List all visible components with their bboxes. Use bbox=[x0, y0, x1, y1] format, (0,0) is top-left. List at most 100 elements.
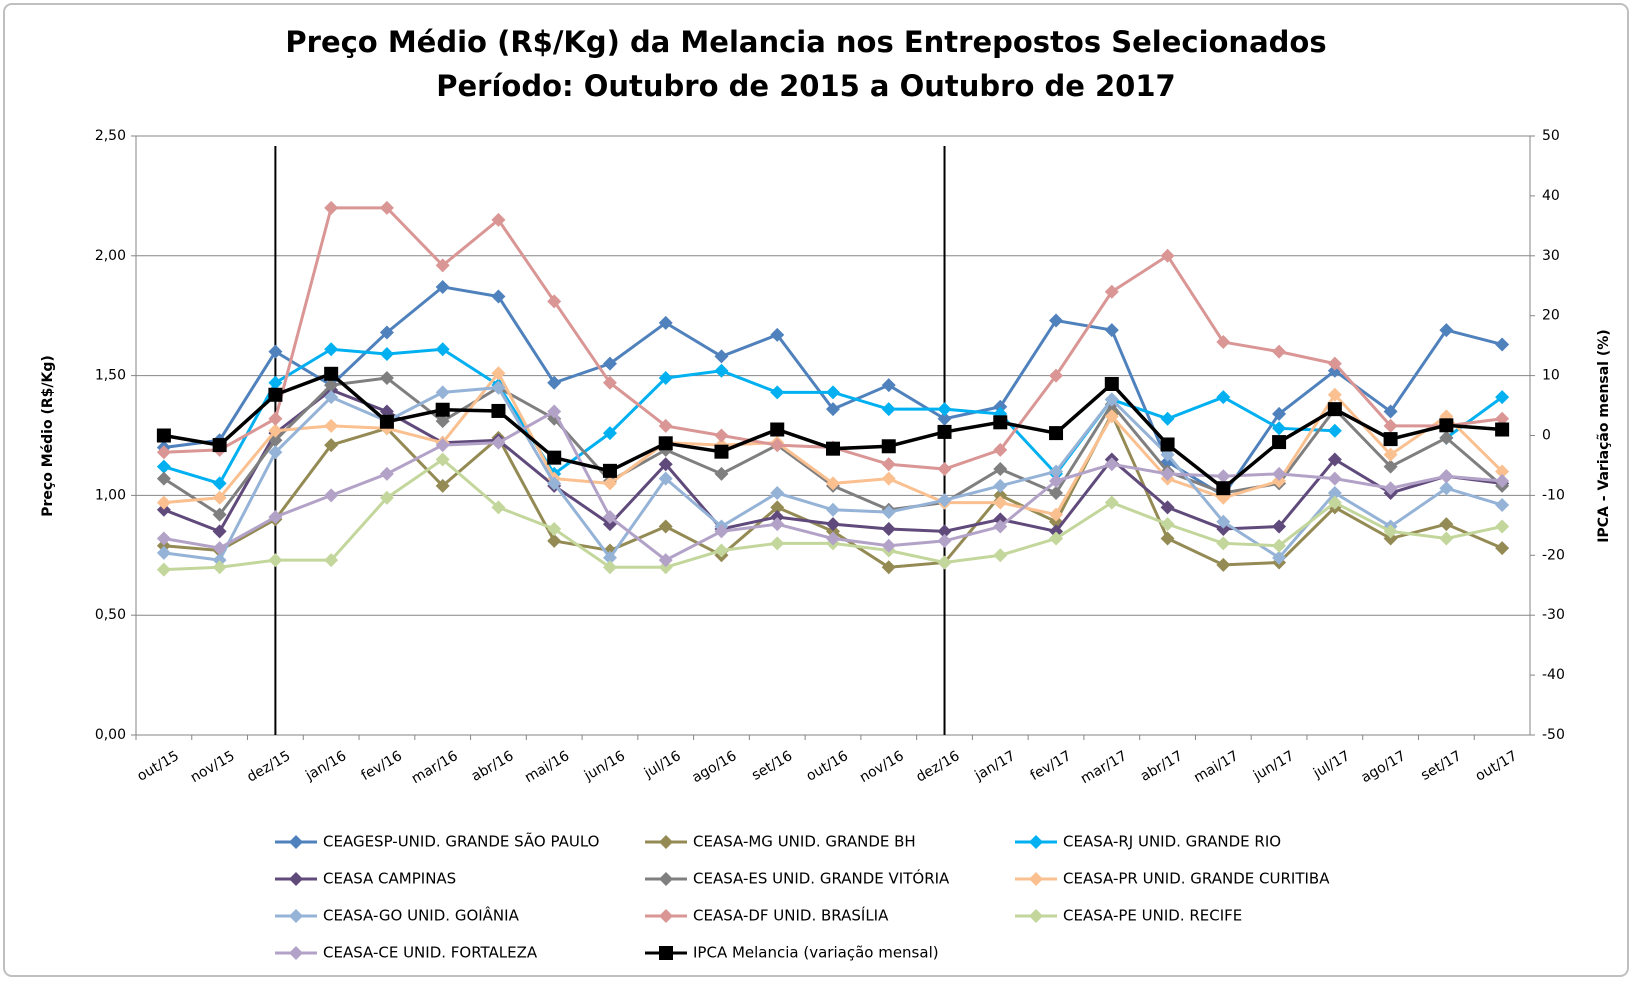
y2-tick-label: -50 bbox=[1542, 727, 1565, 743]
marker bbox=[1439, 430, 1454, 445]
marker bbox=[1104, 457, 1119, 472]
marker bbox=[1383, 404, 1398, 419]
marker bbox=[770, 422, 785, 437]
marker bbox=[658, 519, 673, 534]
legend-label: CEAGESP-UNID. GRANDE SÃO PAULO bbox=[323, 832, 599, 851]
marker bbox=[268, 509, 283, 524]
marker bbox=[881, 457, 896, 472]
marker bbox=[156, 562, 171, 577]
marker bbox=[324, 378, 339, 393]
marker bbox=[1383, 447, 1398, 462]
y2-tick-label: 0 bbox=[1542, 428, 1551, 444]
marker bbox=[491, 500, 506, 515]
legend-label: CEASA-DF UNID. BRASÍLIA bbox=[693, 906, 889, 925]
marker bbox=[379, 414, 394, 429]
marker bbox=[1216, 557, 1231, 572]
marker bbox=[1383, 432, 1398, 447]
marker bbox=[1495, 337, 1510, 352]
marker bbox=[1272, 435, 1287, 450]
marker bbox=[881, 505, 896, 520]
marker bbox=[881, 560, 896, 575]
marker bbox=[379, 466, 394, 481]
marker bbox=[324, 342, 339, 357]
marker bbox=[602, 476, 617, 491]
marker bbox=[1160, 500, 1175, 515]
marker bbox=[156, 459, 171, 474]
marker bbox=[826, 524, 840, 539]
marker bbox=[881, 471, 896, 486]
marker bbox=[1327, 471, 1342, 486]
y2-tick-label: -40 bbox=[1542, 667, 1565, 683]
marker bbox=[435, 414, 450, 429]
marker bbox=[1049, 531, 1064, 546]
marker bbox=[1104, 323, 1119, 338]
marker bbox=[826, 385, 840, 400]
marker bbox=[770, 536, 785, 551]
legend-marker bbox=[659, 946, 673, 960]
marker bbox=[658, 418, 673, 433]
marker bbox=[1272, 406, 1287, 421]
marker bbox=[1327, 452, 1342, 467]
marker bbox=[1439, 481, 1454, 496]
marker bbox=[602, 426, 617, 441]
marker bbox=[658, 370, 673, 385]
y-tick-label: 2,50 bbox=[95, 128, 126, 144]
marker bbox=[156, 495, 171, 510]
chart-title: Preço Médio (R$/Kg) da Melancia nos Entr… bbox=[285, 25, 1326, 59]
marker bbox=[156, 502, 171, 517]
marker bbox=[547, 476, 562, 491]
marker bbox=[602, 356, 617, 371]
marker bbox=[212, 560, 227, 575]
legend-marker bbox=[659, 835, 673, 849]
marker bbox=[714, 543, 729, 558]
marker bbox=[602, 509, 617, 524]
legend-label: IPCA Melancia (variação mensal) bbox=[693, 944, 939, 962]
marker bbox=[547, 533, 562, 548]
marker bbox=[1049, 474, 1064, 489]
marker bbox=[1327, 356, 1342, 371]
marker bbox=[1160, 411, 1175, 426]
marker bbox=[993, 442, 1008, 457]
marker bbox=[435, 342, 450, 357]
marker bbox=[1383, 481, 1398, 496]
marker bbox=[491, 212, 506, 227]
series bbox=[156, 366, 1510, 496]
marker bbox=[324, 200, 339, 215]
y2-tick-label: -10 bbox=[1542, 487, 1565, 503]
marker bbox=[993, 495, 1008, 510]
marker bbox=[435, 478, 450, 493]
marker bbox=[156, 471, 171, 486]
marker bbox=[658, 560, 673, 575]
marker bbox=[826, 531, 840, 546]
marker bbox=[881, 538, 896, 553]
series bbox=[156, 279, 1510, 503]
marker bbox=[491, 380, 506, 395]
marker bbox=[1383, 524, 1398, 539]
marker bbox=[1383, 459, 1398, 474]
series-line bbox=[163, 347, 1335, 486]
marker bbox=[826, 441, 840, 456]
marker bbox=[1495, 497, 1510, 512]
marker bbox=[1383, 531, 1398, 546]
marker bbox=[1049, 507, 1064, 522]
marker bbox=[993, 415, 1008, 430]
marker bbox=[324, 390, 339, 405]
marker bbox=[1049, 426, 1064, 441]
chart-subtitle: Período: Outubro de 2015 a Outubro de 20… bbox=[436, 69, 1175, 103]
marker bbox=[491, 289, 506, 304]
marker bbox=[1272, 466, 1287, 481]
legend-label: CEASA-PR UNID. GRANDE CURITIBA bbox=[1063, 870, 1330, 888]
marker bbox=[156, 445, 171, 460]
marker bbox=[435, 279, 450, 294]
marker bbox=[1495, 411, 1510, 426]
marker bbox=[881, 378, 896, 393]
marker bbox=[770, 385, 785, 400]
marker bbox=[435, 402, 450, 417]
marker bbox=[547, 294, 562, 309]
marker bbox=[1216, 335, 1231, 350]
marker bbox=[1104, 495, 1119, 510]
y-tick-label: 0,00 bbox=[95, 727, 126, 743]
marker bbox=[993, 399, 1008, 414]
marker bbox=[993, 488, 1008, 503]
